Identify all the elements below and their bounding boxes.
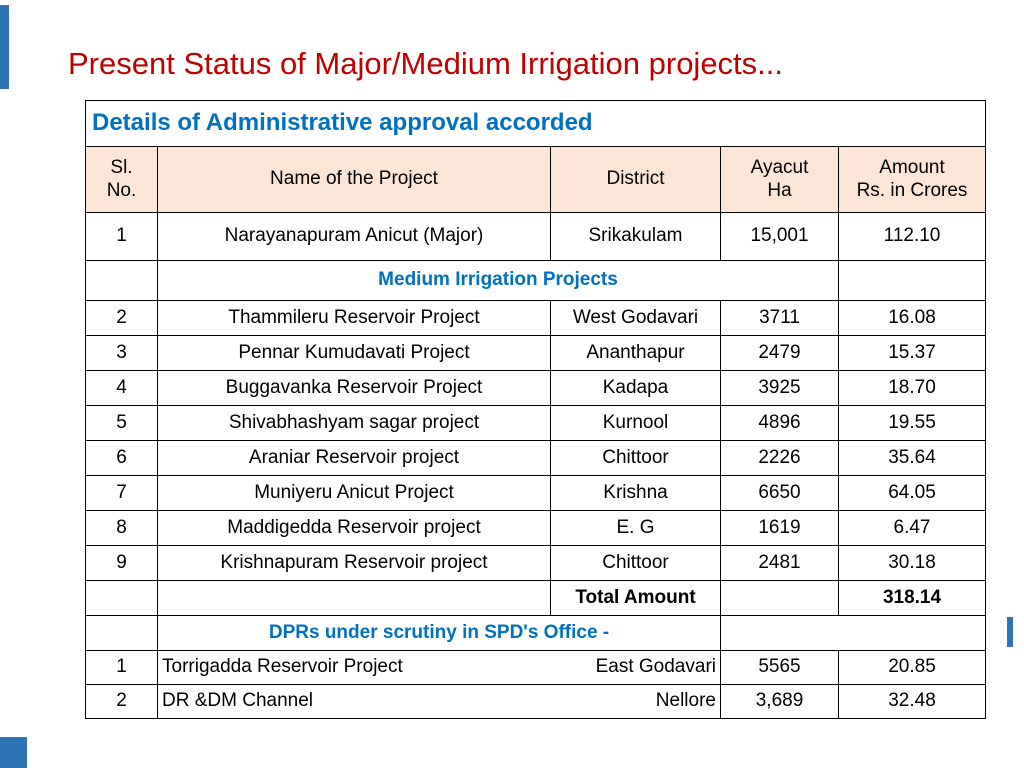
- cell-sl-no: 1: [85, 650, 158, 685]
- accent-square-bottom-left: [0, 737, 27, 768]
- table-row: 2 Thammileru Reservoir Project West Goda…: [85, 300, 987, 336]
- cell-project-name: Buggavanka Reservoir Project: [157, 370, 551, 406]
- cell-sl-no: 9: [85, 545, 158, 581]
- cell-sl-no: 7: [85, 475, 158, 511]
- accent-bar-right: [1007, 617, 1013, 647]
- dpr-section-empty-cell: [719, 615, 987, 651]
- total-label: Total Amount: [550, 580, 721, 616]
- cell-project-name: DR &DM Channel: [162, 690, 313, 712]
- cell-amount: 6.47: [837, 510, 987, 546]
- dpr-section-title: DPRs under scrutiny in SPD's Office -: [157, 615, 721, 651]
- cell-name-district: DR &DM Channel Nellore: [157, 684, 721, 719]
- table-row: 9 Krishnapuram Reservoir project Chittoo…: [85, 545, 987, 581]
- cell-amount: 112.10: [837, 212, 987, 261]
- cell-district: West Godavari: [550, 300, 721, 336]
- table-row: 7 Muniyeru Anicut Project Krishna 6650 6…: [85, 475, 987, 511]
- cell-amount: 64.05: [837, 475, 987, 511]
- cell-sl-no: 6: [85, 440, 158, 476]
- cell-ayacut: 4896: [720, 405, 839, 441]
- cell-amount: 35.64: [837, 440, 987, 476]
- cell-project-name: Narayanapuram Anicut (Major): [157, 212, 551, 261]
- header-district: District: [550, 146, 721, 213]
- cell-name-district: Torrigadda Reservoir Project East Godava…: [157, 650, 721, 685]
- cell-amount: 30.18: [837, 545, 987, 581]
- table-title-row: Details of Administrative approval accor…: [84, 100, 987, 147]
- table-title: Details of Administrative approval accor…: [84, 100, 987, 147]
- header-sl-no: Sl. No.: [85, 146, 158, 213]
- cell-sl-no: 2: [85, 684, 158, 719]
- cell-sl-no: 5: [85, 405, 158, 441]
- medium-section-row: Medium Irrigation Projects: [85, 260, 987, 301]
- table-row: 4 Buggavanka Reservoir Project Kadapa 39…: [85, 370, 987, 406]
- header-project-name: Name of the Project: [157, 146, 551, 213]
- cell-sl-no-empty: [85, 615, 158, 651]
- table-row: 6 Araniar Reservoir project Chittoor 222…: [85, 440, 987, 476]
- cell-ayacut: 15,001: [720, 212, 839, 261]
- total-amount: 318.14: [837, 580, 987, 616]
- cell-project-name-empty: [157, 580, 551, 616]
- cell-district: Kadapa: [550, 370, 721, 406]
- table-row: 8 Maddigedda Reservoir project E. G 1619…: [85, 510, 987, 546]
- table-row: 1 Torrigadda Reservoir Project East Goda…: [85, 650, 987, 685]
- medium-section-title: Medium Irrigation Projects: [157, 260, 839, 301]
- table-row: 3 Pennar Kumudavati Project Ananthapur 2…: [85, 335, 987, 371]
- cell-amount: 32.48: [837, 684, 987, 719]
- cell-project-name: Pennar Kumudavati Project: [157, 335, 551, 371]
- page-title: Present Status of Major/Medium Irrigatio…: [68, 46, 784, 81]
- cell-sl-no: 3: [85, 335, 158, 371]
- cell-amount: 19.55: [837, 405, 987, 441]
- cell-district: East Godavari: [595, 656, 716, 678]
- cell-sl-no-empty: [85, 260, 158, 301]
- cell-district: Kurnool: [550, 405, 721, 441]
- cell-amount: 16.08: [837, 300, 987, 336]
- accent-bar-top-left: [0, 5, 9, 89]
- total-row: Total Amount 318.14: [85, 580, 987, 616]
- projects-table: Details of Administrative approval accor…: [84, 100, 987, 719]
- table-row: 2 DR &DM Channel Nellore 3,689 32.48: [85, 684, 987, 719]
- cell-amount: 20.85: [837, 650, 987, 685]
- cell-amount: 15.37: [837, 335, 987, 371]
- table-row: 5 Shivabhashyam sagar project Kurnool 48…: [85, 405, 987, 441]
- cell-sl-no-empty: [85, 580, 158, 616]
- cell-ayacut: 3,689: [720, 684, 839, 719]
- cell-ayacut: 2479: [720, 335, 839, 371]
- header-ayacut: Ayacut Ha: [720, 146, 839, 213]
- cell-ayacut: 3711: [720, 300, 839, 336]
- cell-ayacut: 1619: [720, 510, 839, 546]
- cell-project-name: Muniyeru Anicut Project: [157, 475, 551, 511]
- cell-project-name: Thammileru Reservoir Project: [157, 300, 551, 336]
- cell-project-name: Torrigadda Reservoir Project: [162, 656, 403, 678]
- cell-project-name: Maddigedda Reservoir project: [157, 510, 551, 546]
- cell-sl-no: 4: [85, 370, 158, 406]
- cell-ayacut: 5565: [720, 650, 839, 685]
- cell-district: Ananthapur: [550, 335, 721, 371]
- cell-ayacut: 3925: [720, 370, 839, 406]
- cell-ayacut: 6650: [720, 475, 839, 511]
- cell-ayacut: 2481: [720, 545, 839, 581]
- cell-project-name: Shivabhashyam sagar project: [157, 405, 551, 441]
- cell-project-name: Krishnapuram Reservoir project: [157, 545, 551, 581]
- cell-district: Nellore: [655, 690, 716, 712]
- cell-project-name: Araniar Reservoir project: [157, 440, 551, 476]
- table-row: 1 Narayanapuram Anicut (Major) Srikakula…: [85, 212, 987, 261]
- header-amount: Amount Rs. in Crores: [837, 146, 987, 213]
- table-header-row: Sl. No. Name of the Project District Aya…: [85, 146, 987, 213]
- cell-sl-no: 2: [85, 300, 158, 336]
- cell-sl-no: 1: [85, 212, 158, 261]
- cell-district: Krishna: [550, 475, 721, 511]
- cell-amount: 18.70: [837, 370, 987, 406]
- cell-ayacut-empty: [720, 580, 839, 616]
- cell-sl-no: 8: [85, 510, 158, 546]
- cell-district: E. G: [550, 510, 721, 546]
- dpr-section-row: DPRs under scrutiny in SPD's Office -: [85, 615, 987, 651]
- cell-amount-empty: [837, 260, 987, 301]
- cell-district: Chittoor: [550, 545, 721, 581]
- cell-ayacut: 2226: [720, 440, 839, 476]
- cell-district: Chittoor: [550, 440, 721, 476]
- cell-district: Srikakulam: [550, 212, 721, 261]
